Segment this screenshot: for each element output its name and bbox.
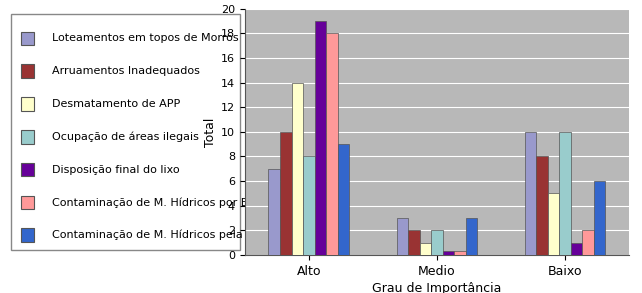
Bar: [455, 251, 466, 255]
Bar: [443, 251, 455, 255]
Bar: [303, 156, 315, 255]
FancyBboxPatch shape: [21, 97, 34, 111]
Bar: [466, 218, 477, 255]
Text: Disposição final do lixo: Disposição final do lixo: [52, 165, 179, 175]
Bar: [397, 218, 408, 255]
FancyBboxPatch shape: [21, 196, 34, 209]
Bar: [315, 21, 326, 255]
Text: Arruamentos Inadequados: Arruamentos Inadequados: [52, 66, 200, 76]
Text: Loteamentos em topos de Morros: Loteamentos em topos de Morros: [52, 33, 238, 43]
Text: Desmatamento de APP: Desmatamento de APP: [52, 99, 180, 109]
X-axis label: Grau de Importância: Grau de Importância: [372, 282, 501, 293]
Text: Contaminação de M. Hídricos pela UFV: Contaminação de M. Hídricos pela UFV: [52, 230, 268, 241]
Bar: [571, 243, 582, 255]
Bar: [431, 230, 443, 255]
Text: Ocupação de áreas ilegais: Ocupação de áreas ilegais: [52, 132, 198, 142]
Bar: [559, 132, 571, 255]
FancyBboxPatch shape: [21, 32, 34, 45]
Y-axis label: Total: Total: [204, 117, 217, 146]
Bar: [525, 132, 536, 255]
FancyBboxPatch shape: [21, 130, 34, 144]
Bar: [268, 169, 280, 255]
Bar: [536, 156, 548, 255]
FancyBboxPatch shape: [21, 229, 34, 242]
Bar: [280, 132, 291, 255]
Bar: [408, 230, 420, 255]
Bar: [326, 33, 338, 255]
FancyBboxPatch shape: [21, 163, 34, 176]
Bar: [338, 144, 349, 255]
Bar: [291, 83, 303, 255]
FancyBboxPatch shape: [21, 64, 34, 78]
Bar: [548, 193, 559, 255]
Bar: [582, 230, 594, 255]
Bar: [420, 243, 431, 255]
Bar: [594, 181, 605, 255]
Text: Contaminação de M. Hídricos por Esgoto: Contaminação de M. Hídricos por Esgoto: [52, 197, 278, 208]
